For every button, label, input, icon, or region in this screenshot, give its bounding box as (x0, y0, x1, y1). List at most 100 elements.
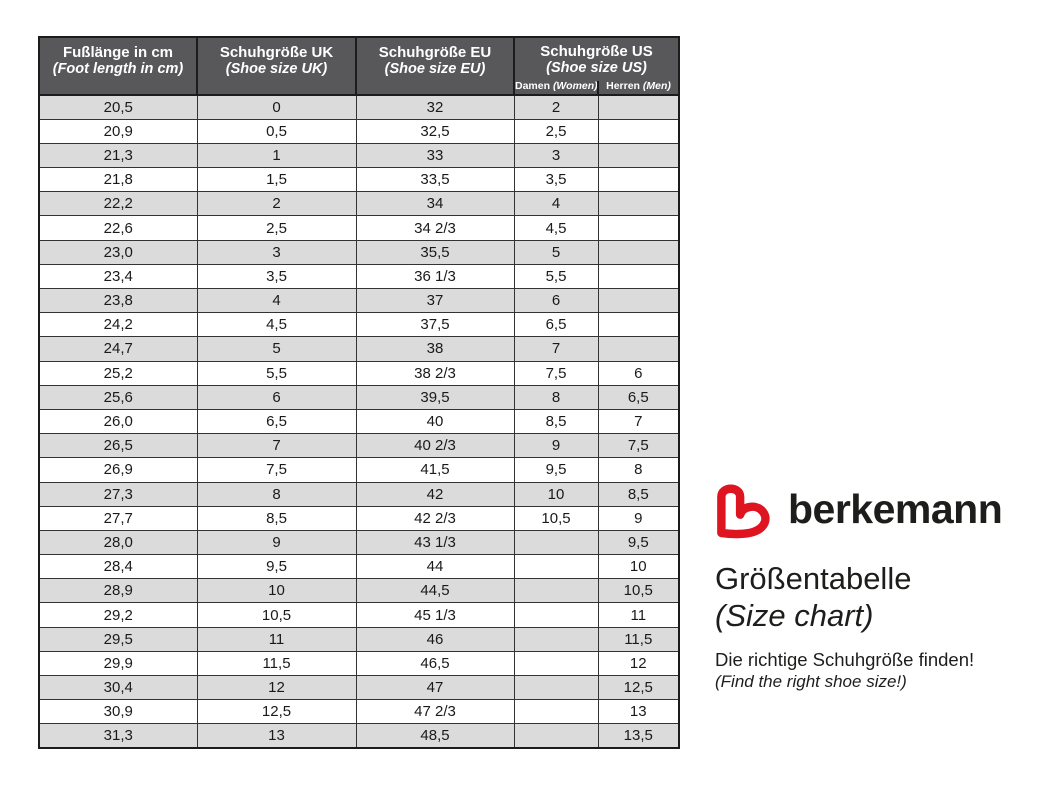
table-cell: 30,4 (38, 674, 198, 701)
table-cell: 26,9 (38, 457, 198, 483)
table-row: 30,4 12 47 12,5 (38, 674, 680, 701)
table-cell: 41,5 (355, 457, 515, 483)
header-shoe-size-eu: Schuhgröße EU (Shoe size EU) (355, 36, 515, 96)
table-cell (513, 529, 599, 556)
header-us-women-de: Damen (515, 81, 551, 92)
table-row: 28,4 9,5 44 10 (38, 554, 680, 580)
table-cell: 9 (597, 505, 680, 531)
table-cell: 4 (513, 191, 599, 217)
table-cell (597, 142, 680, 169)
table-cell: 5,5 (196, 360, 357, 386)
table-cell: 33 (355, 142, 515, 169)
table-cell: 26,0 (38, 408, 198, 435)
table-cell: 29,9 (38, 650, 198, 677)
table-cell: 8,5 (597, 481, 680, 507)
table-cell (597, 312, 680, 338)
table-row: 29,2 10,5 45 1/3 11 (38, 602, 680, 628)
table-row: 21,8 1,5 33,5 3,5 (38, 167, 680, 193)
table-cell: 29,2 (38, 602, 198, 628)
table-cell: 5,5 (513, 263, 599, 290)
header-shoe-size-eu-en: (Shoe size EU) (384, 61, 486, 77)
table-cell (597, 215, 680, 241)
table-cell: 35,5 (355, 239, 515, 265)
header-shoe-size-us-en: (Shoe size US) (546, 59, 647, 76)
table-cell: 30,9 (38, 699, 198, 725)
table-cell: 24,2 (38, 312, 198, 338)
table-row: 29,5 11 46 11,5 (38, 626, 680, 652)
header-shoe-size-uk-en: (Shoe size UK) (225, 61, 328, 77)
tagline: Die richtige Schuhgröße finden! (Find th… (715, 648, 974, 692)
table-cell: 25,2 (38, 360, 198, 386)
table-cell: 42 (355, 481, 515, 507)
table-row: 20,5 0 32 2 (38, 94, 680, 120)
table-cell: 10 (597, 554, 680, 580)
table-cell: 38 2/3 (355, 360, 515, 386)
table-cell (597, 167, 680, 193)
table-cell: 10,5 (513, 505, 599, 531)
table-cell: 10 (513, 481, 599, 507)
table-cell: 8,5 (513, 408, 599, 435)
table-row: 24,7 5 38 7 (38, 336, 680, 362)
table-row: 20,9 0,5 32,5 2,5 (38, 118, 680, 144)
table-cell: 46 (355, 626, 515, 652)
header-shoe-size-us-de: Schuhgröße US (540, 42, 653, 60)
table-cell: 6 (513, 287, 599, 314)
brand-logo: berkemann (712, 478, 1003, 540)
table-cell (597, 263, 680, 290)
table-cell: 25,6 (38, 384, 198, 410)
table-cell (597, 118, 680, 144)
table-cell: 8 (513, 384, 599, 410)
header-shoe-size-us: Schuhgröße US (Shoe size US) (512, 36, 681, 81)
table-header-row-us-sub: Damen (Women) Herren (Men) (39, 81, 681, 96)
table-row: 26,0 6,5 40 8,5 7 (38, 408, 680, 435)
table-cell: 9,5 (513, 457, 599, 483)
page-title: Größentabelle (Size chart) (715, 560, 911, 634)
table-cell: 48,5 (355, 723, 515, 749)
table-cell: 6 (597, 360, 680, 386)
table-cell: 9,5 (597, 529, 680, 556)
brand-logo-text: berkemann (788, 485, 1003, 532)
table-cell: 28,9 (38, 578, 198, 604)
table-row: 30,9 12,5 47 2/3 13 (38, 699, 680, 725)
table-cell: 6 (196, 384, 357, 410)
table-cell: 2 (196, 191, 357, 217)
table-cell: 26,5 (38, 433, 198, 459)
table-row: 23,0 3 35,5 5 (38, 239, 680, 265)
table-row: 22,2 2 34 4 (38, 191, 680, 217)
table-cell: 4,5 (513, 215, 599, 241)
table-cell: 12,5 (597, 674, 680, 701)
table-cell: 47 (355, 674, 515, 701)
table-row: 28,9 10 44,5 10,5 (38, 578, 680, 604)
table-cell (513, 699, 599, 725)
table-cell: 13,5 (597, 723, 680, 749)
table-cell: 27,7 (38, 505, 198, 531)
table-cell: 13 (597, 699, 680, 725)
table-row: 26,5 7 40 2/3 9 7,5 (38, 433, 680, 459)
table-row: 23,4 3,5 36 1/3 5,5 (38, 263, 680, 290)
table-cell: 39,5 (355, 384, 515, 410)
table-cell: 20,5 (38, 94, 198, 120)
table-cell: 7,5 (597, 433, 680, 459)
table-cell: 8 (597, 457, 680, 483)
table-cell: 9 (196, 529, 357, 556)
table-cell: 21,3 (38, 142, 198, 169)
table-cell: 27,3 (38, 481, 198, 507)
table-cell: 7 (513, 336, 599, 362)
size-table-body: 20,5 0 32 2 20,9 0,5 32,5 2,5 21,3 1 3 3 3 21,8 1,5 33,… (38, 94, 680, 749)
table-cell: 47 2/3 (355, 699, 515, 725)
table-cell: 23,8 (38, 287, 198, 314)
page-title-en: (Size chart) (715, 598, 874, 633)
table-row: 24,2 4,5 37,5 6,5 (38, 312, 680, 338)
table-cell (597, 94, 680, 120)
berkemann-b-icon (717, 484, 770, 539)
table-cell: 2,5 (196, 215, 357, 241)
table-cell: 0 (196, 94, 357, 120)
table-cell: 0,5 (196, 118, 357, 144)
table-cell: 7,5 (196, 457, 357, 483)
table-cell: 20,9 (38, 118, 198, 144)
header-us-women: Damen (Women) (513, 81, 599, 96)
table-cell: 42 2/3 (355, 505, 515, 531)
table-cell (513, 626, 599, 652)
size-chart-table-container: Fußlänge in cm (Foot length in cm) Schuh… (38, 36, 681, 750)
table-cell: 34 2/3 (355, 215, 515, 241)
